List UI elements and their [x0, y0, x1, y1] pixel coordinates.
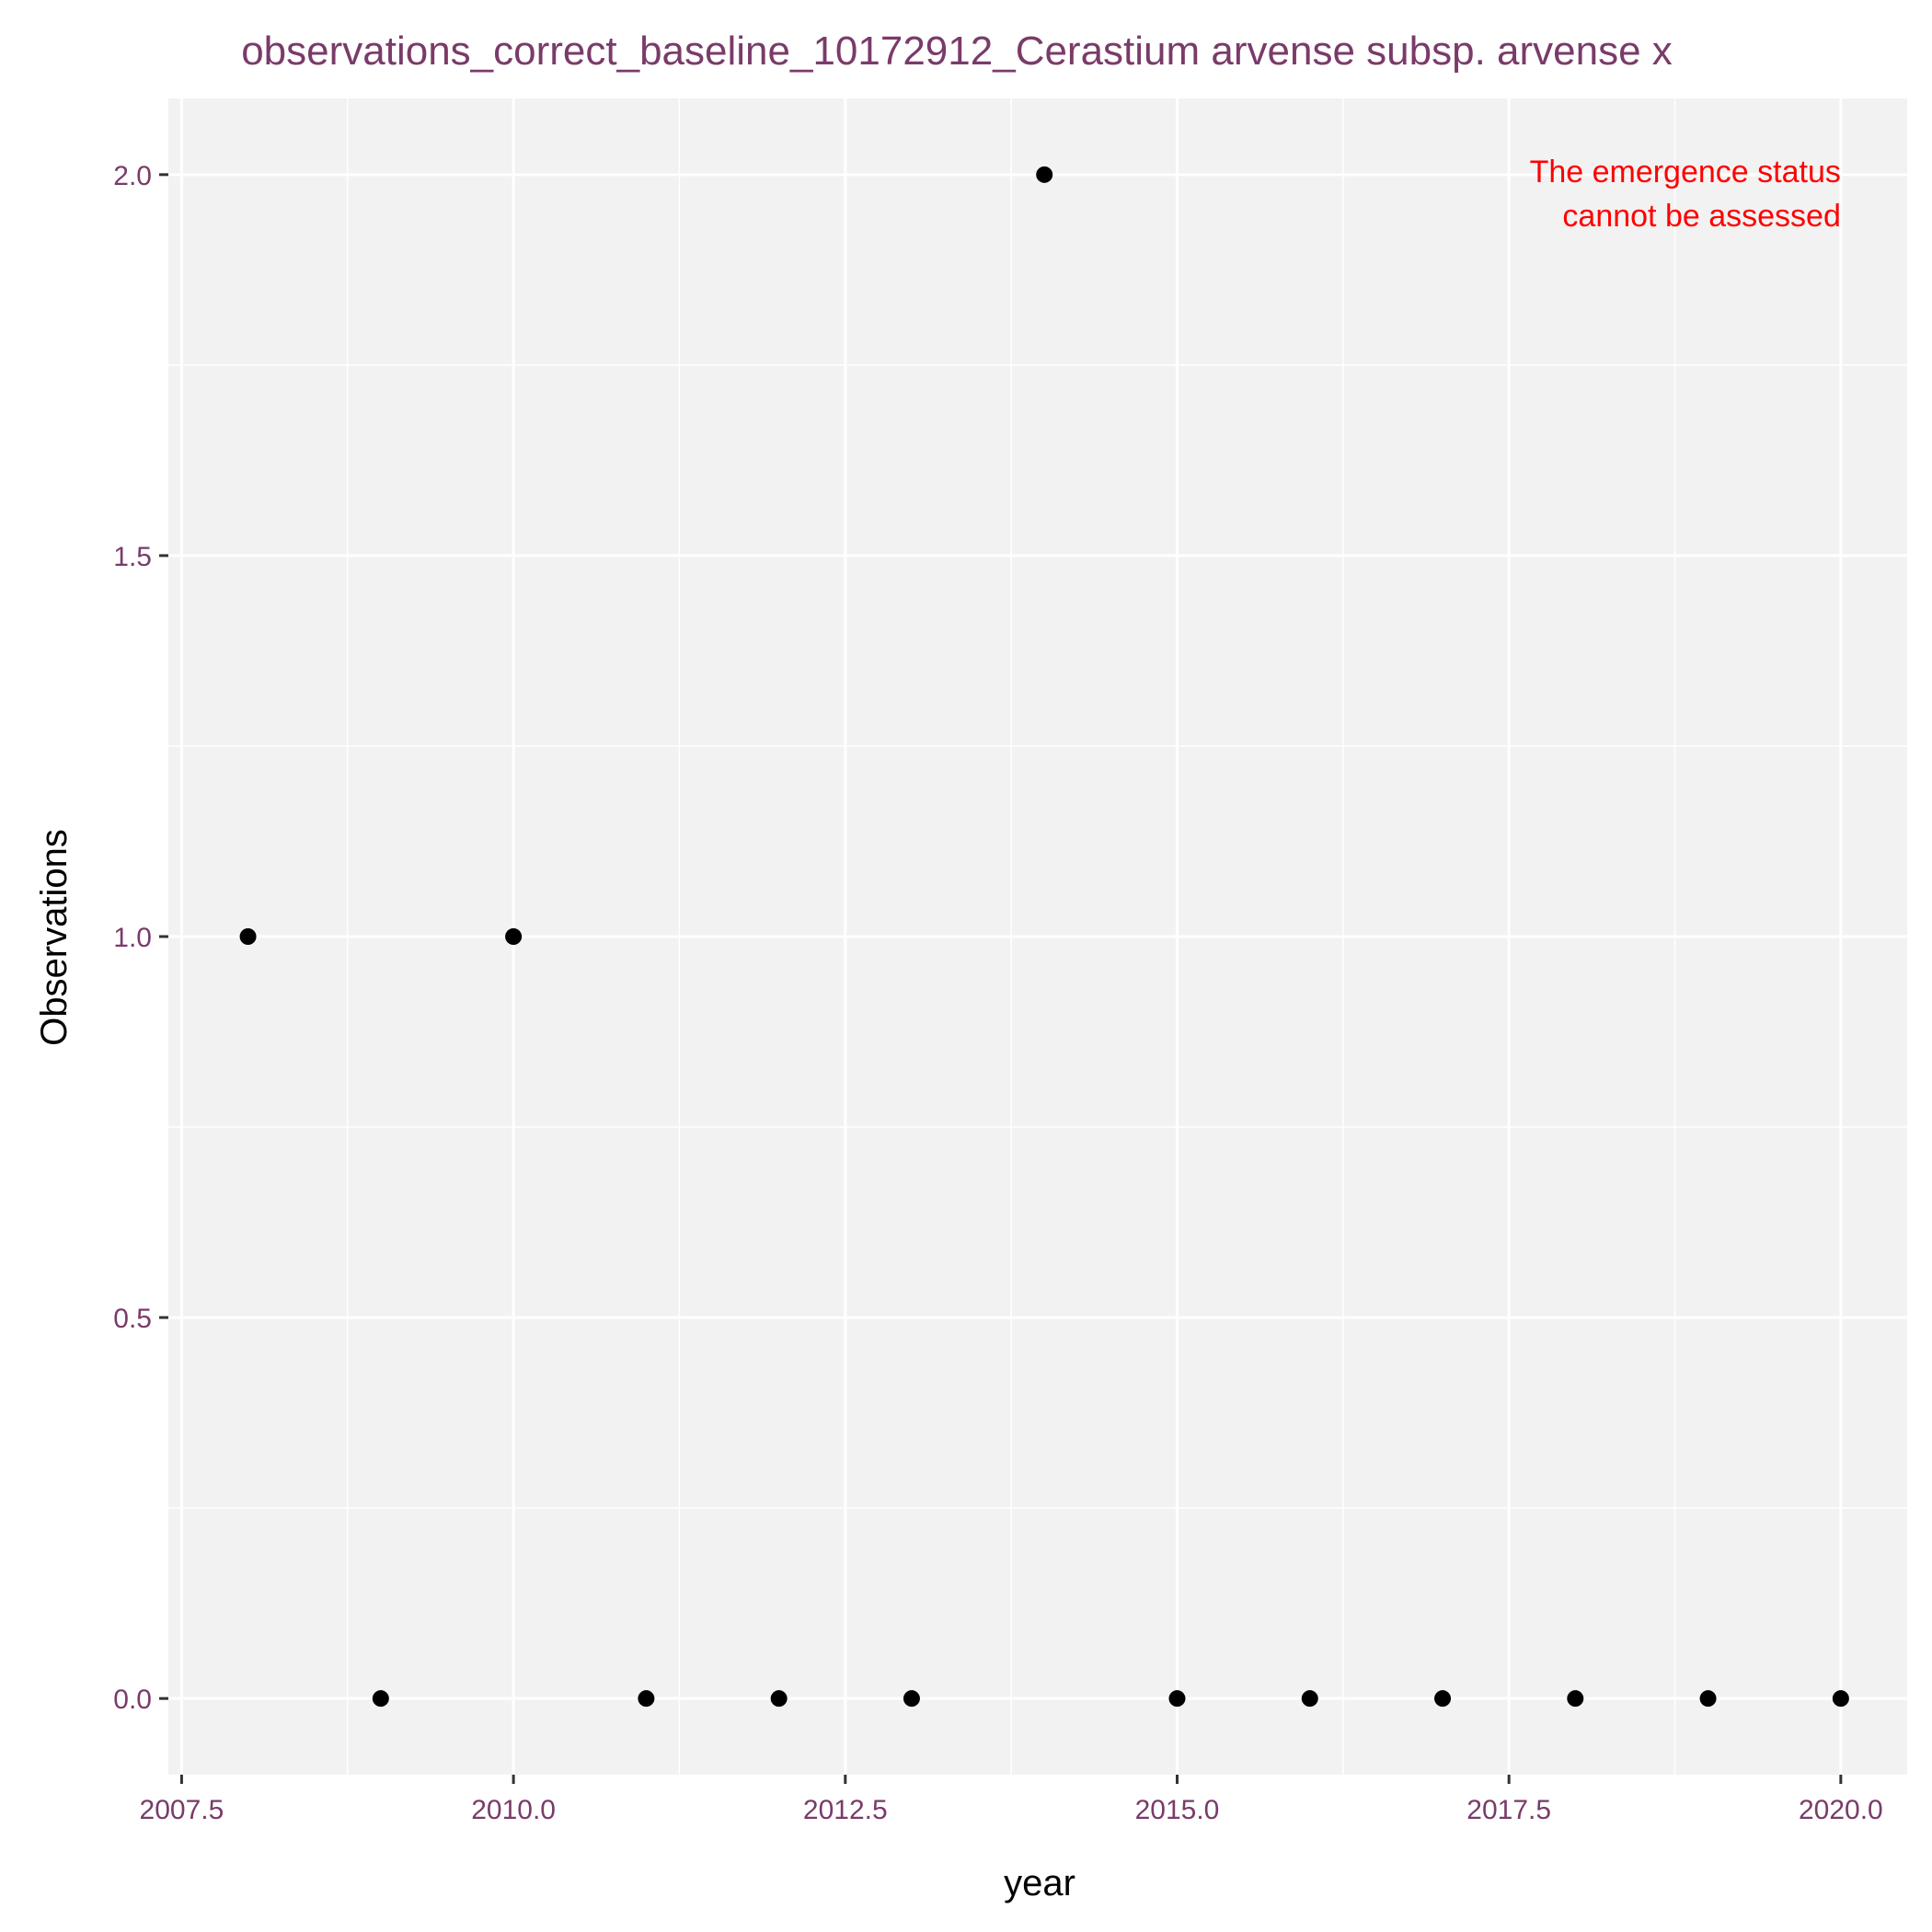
data-point — [1832, 1690, 1849, 1708]
data-point — [1567, 1690, 1584, 1708]
data-point — [372, 1690, 389, 1708]
annotation-line: The emergence status — [1530, 155, 1841, 190]
data-point — [1301, 1690, 1318, 1708]
chart-title: observations_correct_baseline_10172912_C… — [241, 29, 1673, 74]
data-point — [1168, 1690, 1186, 1708]
y-tick-label: 1.5 — [113, 542, 152, 572]
data-point — [239, 928, 257, 945]
data-point — [770, 1690, 788, 1708]
data-points — [239, 166, 1849, 1708]
data-point — [1036, 166, 1053, 183]
annotation-text: The emergence status cannot be assessed — [1530, 155, 1841, 234]
y-axis-title: Observations — [34, 829, 75, 1046]
y-tick-label: 1.0 — [113, 923, 152, 953]
x-axis-title: year — [1004, 1863, 1075, 1903]
data-point — [1434, 1690, 1452, 1708]
x-tick-label: 2007.5 — [140, 1795, 224, 1825]
data-point — [638, 1690, 655, 1708]
data-point — [1699, 1690, 1717, 1708]
y-tick-label: 0.0 — [113, 1685, 152, 1715]
y-tick-label: 0.5 — [113, 1304, 152, 1334]
data-point — [903, 1690, 920, 1708]
x-tick-label: 2015.0 — [1135, 1795, 1220, 1825]
data-point — [505, 928, 523, 945]
x-tick-label: 2012.5 — [803, 1795, 888, 1825]
annotation-line: cannot be assessed — [1562, 199, 1840, 234]
x-tick-label: 2017.5 — [1466, 1795, 1551, 1825]
y-tick-label: 2.0 — [113, 161, 152, 191]
annotations: The emergence status cannot be assessed — [1530, 155, 1841, 234]
x-tick-label: 2010.0 — [471, 1795, 556, 1825]
x-tick-label: 2020.0 — [1799, 1795, 1883, 1825]
axes: 2007.5 2010.0 2012.5 2015.0 2017.5 2020.0 0.0 0… — [113, 161, 1882, 1825]
